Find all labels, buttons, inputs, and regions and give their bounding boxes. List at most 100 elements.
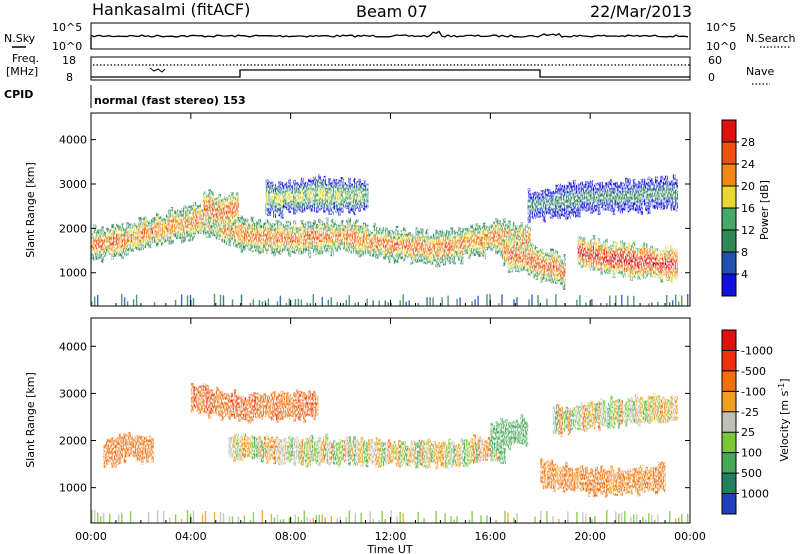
velocity-cell [263, 448, 267, 451]
power-cell [118, 236, 122, 246]
velocity-cell [275, 395, 279, 423]
velocity-cell [650, 396, 653, 422]
power-cell [485, 234, 489, 242]
power-cell [670, 258, 673, 270]
velocity-cell [345, 437, 349, 462]
power-cell [413, 245, 416, 254]
power-cell [600, 191, 604, 199]
velocity-cell [550, 459, 554, 489]
power-ground-echo [327, 299, 329, 306]
power-ground-echo [390, 302, 392, 306]
velocity-ground-echo [162, 510, 165, 523]
power-cell [330, 232, 334, 244]
velocity-cell [557, 466, 561, 490]
velocity-cell [635, 393, 638, 424]
power-cell [610, 190, 613, 201]
nave-tick-bottom: 0 [708, 71, 715, 84]
power-cell [140, 229, 144, 239]
power-ground-echo [609, 295, 611, 306]
power-cell [605, 250, 608, 262]
power-ground-echo [126, 301, 129, 306]
velocity-ground-echo [279, 519, 282, 523]
power-cell [238, 228, 242, 238]
velocity-cell [280, 439, 284, 466]
power-cell [632, 254, 636, 265]
velocity-ground-echo [330, 515, 332, 523]
power-cell [243, 229, 247, 240]
power-ground-echo [132, 299, 135, 306]
power-cell [373, 234, 376, 245]
velocity-cell [627, 468, 631, 493]
velocity-cell [425, 439, 429, 469]
velocity-cell [300, 391, 304, 417]
velocity-xtick-label: 08:00 [275, 530, 307, 543]
velocity-cell [333, 440, 336, 465]
power-cell [268, 231, 272, 239]
velocity-ground-echo [390, 510, 392, 523]
velocity-cell [640, 464, 643, 491]
velocity-ground-echo [109, 513, 111, 523]
power-cell [98, 239, 102, 248]
velocity-cell [253, 392, 257, 418]
velocity-cell [370, 438, 374, 465]
power-cell [275, 231, 279, 242]
velocity-cell [480, 438, 484, 461]
velocity-ground-echo [276, 514, 279, 523]
velocity-ground-echo [423, 517, 425, 523]
power-cell [93, 237, 97, 249]
date-title: 22/Mar/2013 [590, 2, 692, 21]
velocity-cell [220, 391, 224, 421]
velocity-cell [502, 420, 506, 451]
freq-line [91, 69, 690, 78]
power-cell [460, 240, 464, 252]
velocity-cell [243, 397, 247, 420]
power-ground-echo [297, 298, 300, 306]
velocity-cell [255, 438, 259, 458]
power-ground-echo [486, 294, 488, 306]
velocity-ground-echo [213, 512, 216, 523]
power-cell [670, 191, 673, 201]
power-ground-echo [402, 294, 404, 306]
velocity-ground-echo [513, 517, 515, 523]
velocity-cell [422, 439, 426, 468]
nave-label: Nave [746, 65, 774, 78]
velocity-cell [116, 437, 119, 466]
power-cell [500, 235, 504, 246]
velocity-cell [308, 437, 311, 466]
power-ground-echo [174, 299, 177, 306]
power-cell [537, 201, 541, 209]
power-ground-echo [600, 302, 602, 306]
power-cell [265, 231, 269, 242]
velocity-xtick-label: 00:00 [75, 530, 107, 543]
power-cell [268, 193, 272, 204]
velocity-ground-echo [369, 511, 371, 523]
velocity-cell [620, 400, 623, 425]
velocity-ground-echo [546, 511, 548, 523]
velocity-cell [607, 468, 611, 494]
power-cell [305, 191, 309, 200]
power-cell [525, 256, 529, 264]
power-cell [615, 252, 618, 262]
power-cell [552, 200, 556, 208]
velocity-cell [413, 449, 416, 451]
power-cell [195, 215, 199, 224]
velocity-cell [575, 468, 579, 489]
power-cell [225, 208, 229, 218]
velocity-ground-echo [651, 515, 653, 523]
velocity-colorbar-tick-label: 500 [741, 467, 762, 480]
power-ground-echo [666, 295, 668, 306]
velocity-colorbar-tick-label: -25 [741, 406, 759, 419]
velocity-cell [106, 438, 109, 465]
power-cell [320, 232, 324, 243]
power-cell [642, 255, 646, 267]
velocity-ground-echo [103, 512, 105, 523]
power-ground-echo [591, 299, 593, 306]
power-cell [295, 235, 299, 243]
power-ground-echo [219, 294, 222, 306]
power-cell [230, 224, 234, 232]
power-ground-echo [249, 303, 252, 306]
velocity-cell [462, 457, 466, 459]
power-cell [205, 204, 209, 213]
power-ground-echo [300, 299, 303, 306]
velocity-ground-echo [252, 512, 255, 523]
